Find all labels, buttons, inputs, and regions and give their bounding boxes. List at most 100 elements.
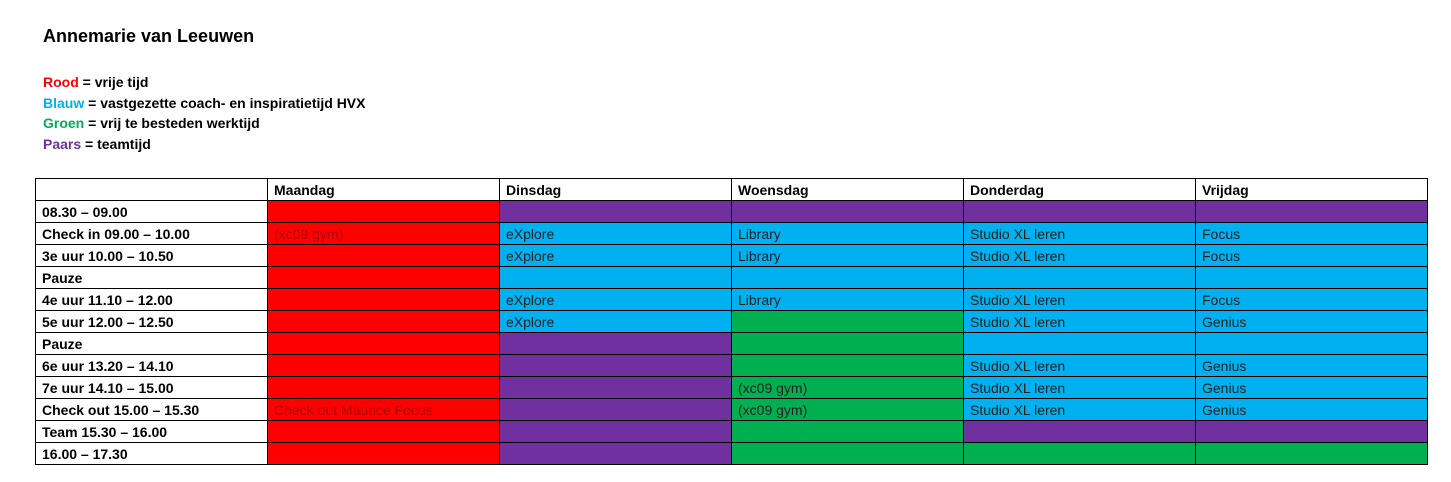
schedule-cell <box>267 376 500 399</box>
schedule-cell <box>267 420 500 443</box>
table-row: Team 15.30 – 16.00 <box>35 420 1428 443</box>
schedule-cell <box>731 442 964 465</box>
legend-item: Blauw = vastgezette coach- en inspiratie… <box>43 93 366 114</box>
schedule-cell <box>731 420 964 443</box>
schedule-cell <box>499 420 732 443</box>
table-row: 3e uur 10.00 – 10.50 eXplore Library Studio… <box>35 244 1428 267</box>
schedule-cell: Focus <box>1195 288 1428 311</box>
legend-item: Groen = vrij te besteden werktijd <box>43 113 366 134</box>
schedule-cell: eXplore <box>499 244 732 267</box>
schedule-cell: Library <box>731 244 964 267</box>
column-header: Donderdag <box>963 178 1196 201</box>
schedule-cell: eXplore <box>499 222 732 245</box>
legend-key: Paars <box>43 135 82 152</box>
page-title: Annemarie van Leeuwen <box>43 26 255 46</box>
time-slot: Pauze <box>35 332 268 355</box>
color-legend: Rood = vrije tijd Blauw = vastgezette coa… <box>43 72 366 154</box>
schedule-cell: Check out Maurice Focus <box>267 398 500 421</box>
schedule-cell: Genius <box>1195 376 1428 399</box>
schedule-cell: (xc09 gym) <box>731 398 964 421</box>
schedule-cell <box>1195 332 1428 355</box>
schedule-cell: Focus <box>1195 222 1428 245</box>
legend-key: Rood <box>43 74 79 90</box>
time-slot: 7e uur 14.10 – 15.00 <box>35 376 268 399</box>
time-slot: 3e uur 10.00 – 10.50 <box>35 244 268 267</box>
schedule-cell <box>731 310 964 333</box>
schedule-cell <box>1195 420 1428 443</box>
schedule-cell <box>267 332 500 355</box>
table-row: Pauze <box>35 332 1428 355</box>
schedule-cell: Library <box>731 222 964 245</box>
column-header: Vrijdag <box>1195 178 1428 201</box>
time-slot: 5e uur 12.00 – 12.50 <box>35 310 268 333</box>
time-slot: 16.00 – 17.30 <box>35 442 268 465</box>
schedule-cell: Library <box>731 288 964 311</box>
time-slot: Team 15.30 – 16.00 <box>35 420 268 443</box>
schedule-cell: Studio XL leren <box>963 288 1196 311</box>
schedule-cell <box>499 354 732 377</box>
schedule-cell <box>267 244 500 267</box>
table-row: Check out 15.00 – 15.30 Check out Maurice… <box>35 398 1428 421</box>
schedule-cell <box>499 376 732 399</box>
legend-desc: = teamtijd <box>81 135 151 152</box>
schedule-cell <box>963 442 1196 465</box>
schedule-cell: Genius <box>1195 310 1428 333</box>
schedule-cell: Focus <box>1195 244 1428 267</box>
schedule-cell: (xc09 gym) <box>267 222 500 245</box>
schedule-cell <box>267 354 500 377</box>
schedule-cell: Studio XL leren <box>963 354 1196 377</box>
schedule-cell <box>963 200 1196 223</box>
schedule-cell: Genius <box>1195 398 1428 421</box>
schedule-cell <box>1195 200 1428 223</box>
schedule-cell <box>267 442 500 465</box>
table-row: 08.30 – 09.00 <box>35 200 1428 223</box>
schedule-cell <box>499 266 732 289</box>
schedule-cell <box>267 200 500 223</box>
schedule-cell <box>963 420 1196 443</box>
table-row: 5e uur 12.00 – 12.50 eXplore Studio XL ler… <box>35 310 1428 333</box>
schedule-cell <box>731 266 964 289</box>
column-header: Woensdag <box>731 178 964 201</box>
schedule-cell <box>731 332 964 355</box>
schedule-cell: eXplore <box>499 288 732 311</box>
schedule-cell: eXplore <box>499 310 732 333</box>
time-slot: Check out 15.00 – 15.30 <box>35 398 268 421</box>
table-row: Check in 09.00 – 10.00 (xc09 gym) eXplore L… <box>35 222 1428 245</box>
schedule-cell: Studio XL leren <box>963 244 1196 267</box>
schedule-cell <box>731 354 964 377</box>
schedule-cell <box>499 332 732 355</box>
schedule-cell: Studio XL leren <box>963 376 1196 399</box>
schedule-cell: Genius <box>1195 354 1428 377</box>
time-slot: 6e uur 13.20 – 14.10 <box>35 354 268 377</box>
legend-key: Blauw <box>43 94 85 111</box>
column-header <box>35 178 268 201</box>
schedule-cell <box>499 398 732 421</box>
column-header: Maandag <box>267 178 500 201</box>
table-row: 7e uur 14.10 – 15.00 (xc09 gym) Studio XL … <box>35 376 1428 399</box>
legend-key: Groen <box>43 115 85 131</box>
legend-item: Rood = vrije tijd <box>43 72 366 93</box>
table-row: 16.00 – 17.30 <box>35 442 1428 465</box>
schedule-cell <box>499 442 732 465</box>
legend-item: Paars = teamtijd <box>43 134 366 155</box>
column-header: Dinsdag <box>499 178 732 201</box>
schedule-table: Maandag Dinsdag Woensdag Donderdag Vrijdag 0… <box>35 178 1428 465</box>
schedule-cell: Studio XL leren <box>963 310 1196 333</box>
schedule-cell <box>267 288 500 311</box>
schedule-cell <box>1195 266 1428 289</box>
schedule-cell: Studio XL leren <box>963 398 1196 421</box>
schedule-cell <box>267 266 500 289</box>
table-row: 4e uur 11.10 – 12.00 eXplore Library Studio… <box>35 288 1428 311</box>
legend-desc: = vastgezette coach- en inspiratietijd H… <box>84 94 366 111</box>
legend-desc: = vrij te besteden werktijd <box>84 115 260 131</box>
schedule-cell <box>963 332 1196 355</box>
schedule-cell <box>267 310 500 333</box>
schedule-cell <box>499 200 732 223</box>
schedule-cell <box>963 266 1196 289</box>
time-slot: 4e uur 11.10 – 12.00 <box>35 288 268 311</box>
time-slot: 08.30 – 09.00 <box>35 200 268 223</box>
schedule-cell: (xc09 gym) <box>731 376 964 399</box>
legend-desc: = vrije tijd <box>78 74 149 90</box>
table-row: 6e uur 13.20 – 14.10 Studio XL leren Geniu… <box>35 354 1428 377</box>
table-row: Pauze <box>35 266 1428 289</box>
